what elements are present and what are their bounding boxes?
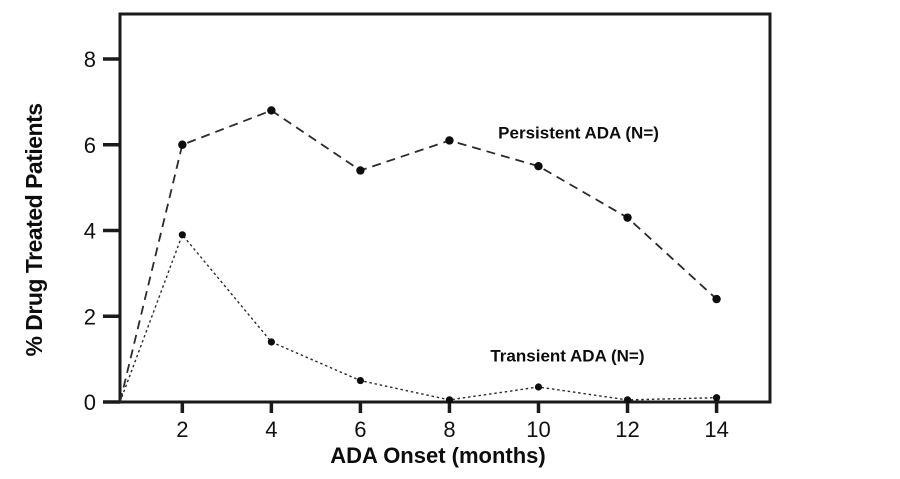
x-tick-label: 10 xyxy=(526,417,550,442)
data-point-transient-2 xyxy=(178,231,186,239)
y-tick-label: 4 xyxy=(84,219,96,244)
data-point-persistent-10 xyxy=(534,161,543,171)
data-point-persistent-6 xyxy=(356,166,365,175)
series-label-transient-ada: Transient ADA (N=) xyxy=(490,346,644,365)
series-line-transient xyxy=(119,233,717,403)
data-point-persistent-14 xyxy=(712,294,721,304)
series-label-persistent-ada: Persistent ADA (N=) xyxy=(498,123,659,142)
plot-area: 0 2 4 6 8 2 4 6 8 10 12 14 xyxy=(84,12,772,442)
y-tick-label: 0 xyxy=(84,390,96,415)
y-tick-label: 8 xyxy=(84,47,96,72)
x-tick-label: 8 xyxy=(443,417,455,442)
data-point-persistent-4 xyxy=(267,106,276,115)
data-point-transient-4 xyxy=(267,338,275,346)
data-point-persistent-12 xyxy=(623,213,632,222)
plot-frame xyxy=(118,12,772,404)
x-tick-label: 14 xyxy=(704,417,728,442)
y-axis-title: % Drug Treated Patients xyxy=(21,103,47,356)
y-tick-label: 6 xyxy=(84,133,96,158)
data-point-transient-8 xyxy=(445,396,454,404)
data-point-persistent-8 xyxy=(445,136,454,145)
y-tick-label: 2 xyxy=(84,304,96,329)
series-line-persistent xyxy=(119,109,718,403)
x-tick-label: 2 xyxy=(176,417,188,442)
data-point-transient-10 xyxy=(534,383,543,391)
data-point-transient-12 xyxy=(623,396,632,404)
x-tick-label: 6 xyxy=(354,417,366,442)
data-point-transient-14 xyxy=(712,394,721,402)
x-axis-title: ADA Onset (months) xyxy=(330,443,546,468)
x-tick-label: 4 xyxy=(265,417,277,442)
data-point-transient-6 xyxy=(356,376,365,385)
x-tick-label: 12 xyxy=(615,417,639,442)
data-point-persistent-2 xyxy=(178,140,187,149)
